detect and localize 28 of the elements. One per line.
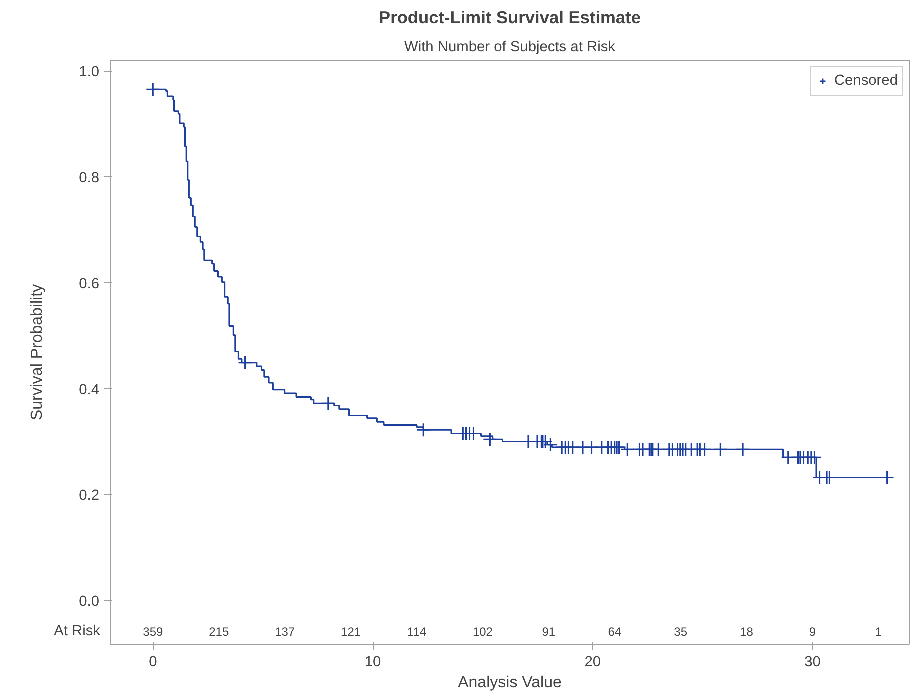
- y-tick-label: 1.0: [79, 64, 100, 81]
- x-tick-label: 0: [149, 654, 158, 670]
- annotation: 64: [608, 624, 622, 639]
- annotation: 121: [341, 624, 362, 639]
- y-tick-label: 0.4: [79, 382, 100, 398]
- annotation: 215: [209, 624, 230, 639]
- text: At Risk: [54, 623, 102, 640]
- y-tick-label: 0.0: [79, 594, 100, 610]
- y-axis-title: Survival Probability: [29, 284, 46, 421]
- x-tick-label: 10: [364, 654, 382, 670]
- y-tick-label: 0.2: [79, 488, 100, 504]
- annotation: 114: [407, 624, 427, 639]
- chart-subtitle: With Number of Subjects at Risk: [404, 40, 616, 56]
- chart-title: Product-Limit Survival Estimate: [379, 8, 642, 28]
- x-tick-label: 30: [804, 654, 821, 670]
- y-tick-label: 0.6: [79, 276, 100, 292]
- y-tick-label: 0.8: [79, 170, 100, 186]
- annotation: 137: [275, 624, 296, 639]
- x-axis-title: Analysis Value: [458, 674, 562, 692]
- annotation: 91: [542, 624, 556, 639]
- annotation: 102: [472, 624, 494, 639]
- annotation: 359: [143, 624, 164, 639]
- annotation: 9: [809, 624, 816, 639]
- x-tick-label: 20: [584, 654, 602, 670]
- annotation: 35: [674, 624, 688, 639]
- legend-label: Censored: [834, 73, 898, 89]
- annotation: 1: [875, 624, 882, 639]
- annotation: 18: [740, 624, 754, 639]
